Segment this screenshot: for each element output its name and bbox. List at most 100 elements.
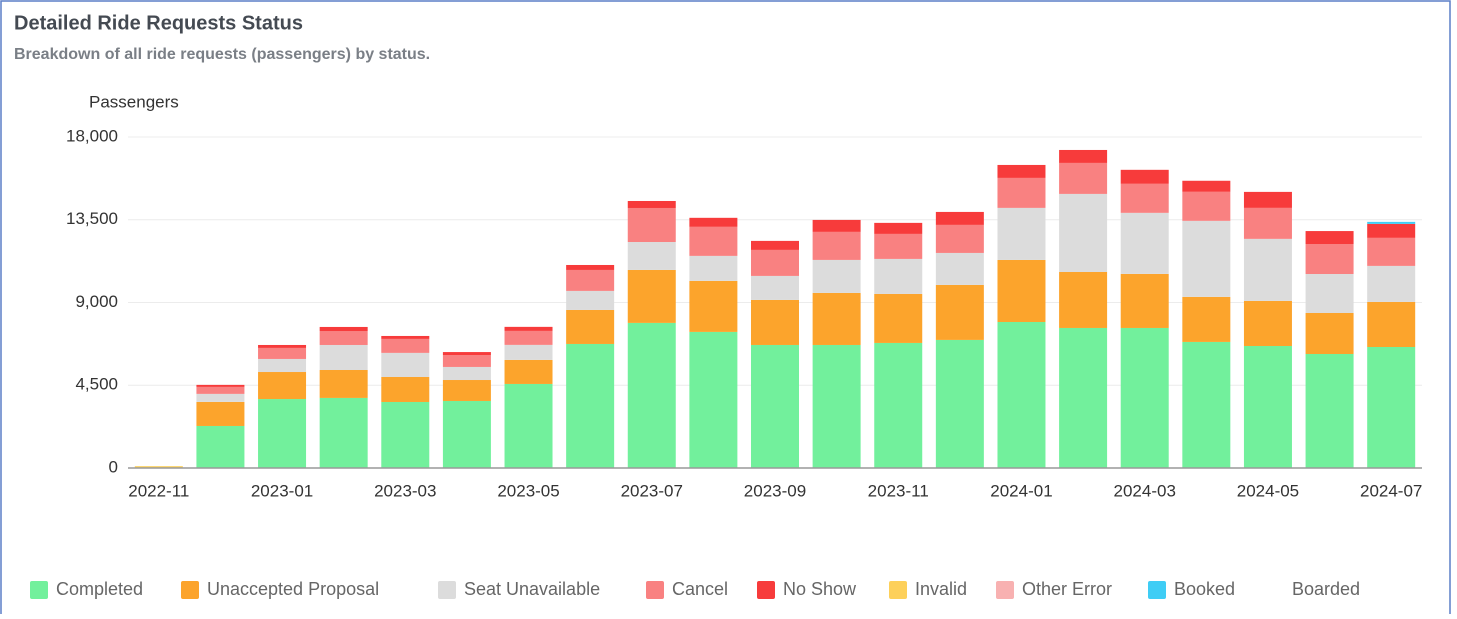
bar-segment — [935, 211, 984, 225]
bar-segment — [935, 224, 984, 253]
x-tick-label: 2024-01 — [990, 481, 1052, 500]
bar-segment — [997, 177, 1046, 208]
bar-segment — [935, 252, 984, 285]
bar-segment — [1243, 207, 1292, 239]
bar-segment — [1059, 271, 1108, 328]
bar-segment — [997, 321, 1046, 468]
bar-segment — [1243, 238, 1292, 301]
bar-segment — [566, 309, 615, 344]
legend-swatch — [1148, 581, 1166, 599]
legend-label: Other Error — [1022, 579, 1112, 599]
bar-segment — [1367, 265, 1416, 302]
bar-segment — [751, 275, 799, 300]
bar-segment — [874, 293, 923, 343]
bar-segment — [196, 401, 245, 426]
legend-label: Unaccepted Proposal — [207, 579, 379, 599]
bar-segment — [258, 372, 307, 400]
y-tick-label: 4,500 — [75, 375, 118, 394]
bar-segment — [1059, 327, 1108, 468]
bar-segment — [1182, 341, 1231, 468]
bar-segment — [997, 164, 1046, 178]
bar-segment — [874, 222, 923, 234]
bar-segment — [689, 226, 738, 256]
x-tick-label: 2024-03 — [1114, 481, 1176, 500]
x-tick-label: 2024-07 — [1360, 481, 1422, 500]
x-tick-label: 2023-05 — [497, 481, 559, 500]
bar-segment — [689, 280, 738, 332]
legend-label: Completed — [56, 579, 143, 599]
bar-segment — [1243, 345, 1292, 468]
bar-segment — [381, 401, 430, 468]
bar-segment — [381, 376, 430, 402]
bar-segment — [442, 366, 491, 381]
bar-segment — [442, 355, 491, 367]
bar-segment — [258, 358, 307, 373]
legend-label: Seat Unavailable — [464, 579, 600, 599]
bar-segment — [689, 217, 738, 227]
bar-segment — [874, 258, 923, 294]
bar-segment — [566, 290, 615, 310]
legend-swatch — [757, 581, 775, 599]
bar-segment — [1059, 149, 1108, 163]
bar-segment — [504, 359, 553, 384]
bar-segment — [504, 326, 553, 331]
bar-segment — [504, 383, 553, 468]
bar-segment — [1120, 273, 1169, 328]
bar-segment — [1182, 220, 1231, 297]
legend-label: Invalid — [915, 579, 967, 599]
bar-segment — [1305, 273, 1354, 313]
bar-segment — [1059, 193, 1108, 272]
bar-segment — [997, 259, 1046, 322]
bar-segment — [1182, 191, 1231, 221]
bar-segment — [1182, 180, 1231, 192]
y-axis-label: Passengers — [89, 92, 179, 111]
chart-title: Detailed Ride Requests Status — [14, 12, 303, 34]
y-tick-label: 18,000 — [66, 126, 118, 145]
bar-segment — [935, 339, 984, 468]
bar-segment — [689, 255, 738, 281]
bar-segment — [1367, 237, 1416, 266]
bar-segment — [258, 344, 307, 348]
bar-segment — [1120, 169, 1169, 184]
bar-segment — [381, 352, 430, 377]
bar-segment — [196, 425, 245, 468]
bar-segment — [1305, 244, 1354, 274]
x-tick-label: 2023-11 — [868, 481, 929, 500]
x-tick-label: 2023-07 — [621, 481, 683, 500]
bar-segment — [1243, 191, 1292, 208]
bar-segment — [196, 393, 245, 402]
bar-segment — [627, 200, 676, 208]
bar-segment — [566, 264, 615, 270]
bar-segment — [627, 322, 676, 468]
bar-segment — [196, 384, 245, 387]
bar-segment — [1367, 221, 1416, 224]
x-tick-label: 2024-05 — [1237, 481, 1299, 500]
bar-segment — [751, 344, 799, 468]
bar-segment — [1305, 353, 1354, 468]
bar-segment — [1120, 212, 1169, 274]
legend-label: No Show — [783, 579, 857, 599]
bar-segment — [442, 400, 491, 468]
bar-segment — [381, 338, 430, 353]
bar-segment — [258, 399, 307, 468]
bar-segment — [1367, 347, 1416, 468]
y-tick-label: 9,000 — [75, 292, 118, 311]
bar-segment — [319, 344, 368, 370]
bar-segment — [1367, 301, 1416, 348]
bar-segment — [566, 343, 615, 468]
bar-segment — [566, 269, 615, 291]
bar-segment — [751, 249, 799, 276]
legend-swatch — [438, 581, 456, 599]
bar-segment — [319, 326, 368, 332]
bar-segment — [812, 219, 861, 232]
legend-swatch — [30, 581, 48, 599]
bar-segment — [1120, 183, 1169, 213]
bar-segment — [874, 233, 923, 259]
bar-segment — [1367, 223, 1416, 238]
bar-segment — [812, 292, 861, 345]
bar-segment — [689, 331, 738, 468]
bar-segment — [1243, 300, 1292, 346]
bar-segment — [627, 269, 676, 323]
bar-segment — [935, 284, 984, 340]
